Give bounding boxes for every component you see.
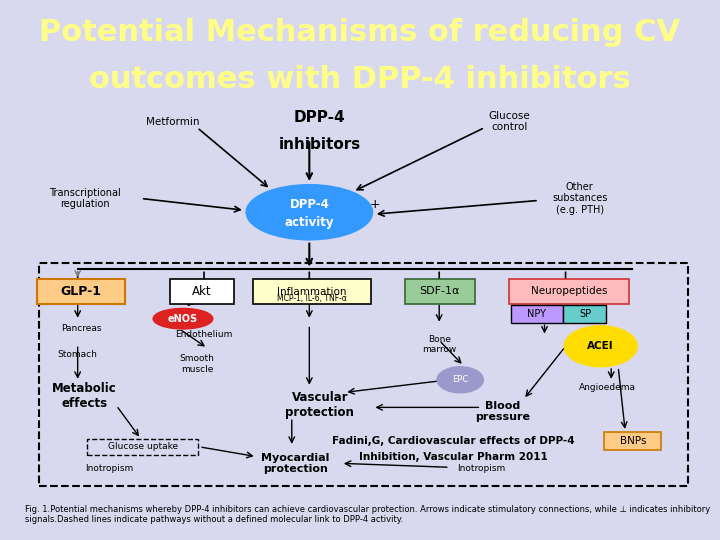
Text: Angioedema: Angioedema — [579, 383, 636, 392]
Text: GLP-1: GLP-1 — [60, 285, 101, 298]
Text: Inflammation: Inflammation — [277, 287, 347, 297]
Text: ACEI: ACEI — [588, 341, 614, 352]
Text: Bone
marrow: Bone marrow — [422, 335, 456, 354]
Text: Metabolic
effects: Metabolic effects — [53, 382, 117, 409]
Text: inhibitors: inhibitors — [279, 137, 361, 152]
Text: Blood
pressure: Blood pressure — [475, 401, 530, 422]
Text: Inotropism: Inotropism — [457, 464, 505, 473]
Text: Inotropism: Inotropism — [85, 464, 133, 473]
Ellipse shape — [246, 185, 372, 240]
FancyBboxPatch shape — [171, 279, 233, 303]
Text: Glucose uptake: Glucose uptake — [108, 442, 178, 451]
Text: NPY: NPY — [527, 309, 546, 319]
Text: Potential Mechanisms of reducing CV: Potential Mechanisms of reducing CV — [40, 18, 680, 48]
Text: Akt: Akt — [192, 285, 212, 298]
Text: eNOS: eNOS — [168, 314, 198, 323]
Text: EPC: EPC — [452, 375, 469, 384]
Text: Glucose
control: Glucose control — [489, 111, 530, 132]
Text: Inhibition, Vascular Pharm 2011: Inhibition, Vascular Pharm 2011 — [359, 451, 548, 462]
FancyBboxPatch shape — [37, 279, 125, 303]
Text: MCP-1, IL-6, TNF-α: MCP-1, IL-6, TNF-α — [277, 294, 347, 303]
FancyBboxPatch shape — [405, 279, 475, 303]
Text: Smooth
muscle: Smooth muscle — [179, 354, 215, 374]
Text: DPP-4: DPP-4 — [294, 110, 346, 125]
Text: Vascular
protection: Vascular protection — [285, 392, 354, 420]
Circle shape — [437, 367, 483, 393]
Text: activity: activity — [284, 215, 334, 228]
Text: Myocardial
protection: Myocardial protection — [261, 453, 330, 474]
Text: BNPs: BNPs — [620, 436, 647, 446]
Text: Transcriptional
regulation: Transcriptional regulation — [49, 188, 120, 210]
FancyBboxPatch shape — [604, 432, 661, 450]
FancyBboxPatch shape — [510, 279, 629, 303]
Text: +: + — [369, 198, 380, 211]
Text: Endothelium: Endothelium — [176, 330, 233, 339]
Text: outcomes with DPP-4 inhibitors: outcomes with DPP-4 inhibitors — [89, 65, 631, 94]
Ellipse shape — [153, 308, 213, 329]
FancyBboxPatch shape — [253, 279, 371, 303]
FancyBboxPatch shape — [564, 305, 606, 322]
Text: DPP-4: DPP-4 — [289, 198, 329, 211]
Text: Pancreas: Pancreas — [61, 324, 102, 333]
Text: Neuropeptides: Neuropeptides — [531, 287, 608, 296]
FancyBboxPatch shape — [510, 305, 563, 322]
Text: SDF-1α: SDF-1α — [420, 287, 460, 296]
Text: Other
substances
(e.g. PTH): Other substances (e.g. PTH) — [552, 182, 607, 215]
Circle shape — [564, 326, 637, 367]
Text: Fadini,G, Cardiovascular effects of DPP-4: Fadini,G, Cardiovascular effects of DPP-… — [332, 436, 575, 446]
Text: Metformin: Metformin — [145, 117, 199, 126]
Text: Fig. 1.Potential mechanisms whereby DPP-4 inhibitors can achieve cardiovascular : Fig. 1.Potential mechanisms whereby DPP-… — [25, 505, 710, 524]
Text: Stomach: Stomach — [58, 350, 98, 359]
Text: SP: SP — [579, 309, 591, 319]
